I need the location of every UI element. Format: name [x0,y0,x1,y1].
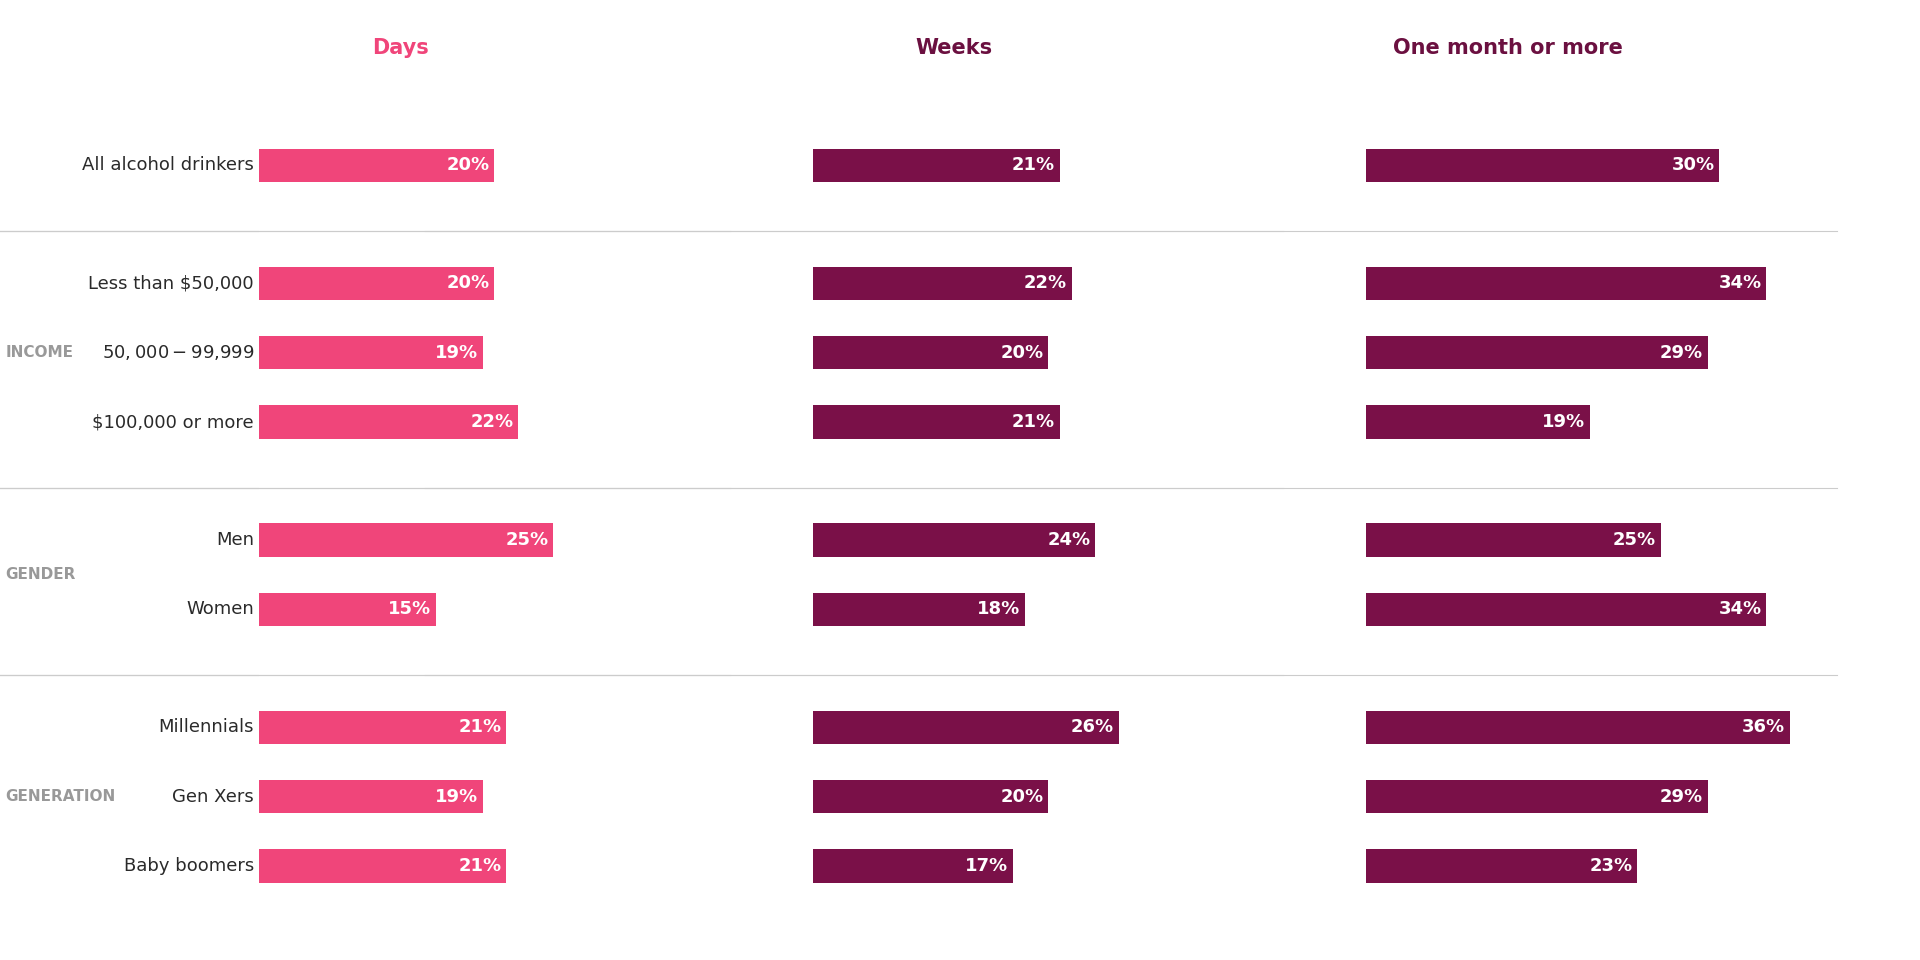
Text: 36%: 36% [1741,718,1786,736]
Text: $100,000 or more: $100,000 or more [92,413,253,431]
Bar [1367,592,1766,626]
Text: 20%: 20% [447,275,490,293]
Bar [1367,523,1661,557]
Text: 25%: 25% [1613,531,1655,549]
Text: Baby boomers: Baby boomers [123,857,253,876]
Text: 25%: 25% [505,531,549,549]
Text: 22%: 22% [1023,275,1068,293]
Bar [812,592,1025,626]
Bar [812,850,1012,883]
Text: Gen Xers: Gen Xers [173,788,253,805]
Bar [1367,850,1638,883]
Bar [812,149,1060,182]
Bar [259,149,495,182]
Text: Men: Men [217,531,253,549]
Bar [1367,149,1718,182]
Bar [1367,336,1707,370]
Text: 34%: 34% [1718,600,1763,618]
Text: Women: Women [186,600,253,618]
Text: 21%: 21% [1012,413,1056,431]
Bar [259,267,495,300]
Text: 34%: 34% [1718,275,1763,293]
Text: One month or more: One month or more [1392,38,1622,58]
Text: Less than $50,000: Less than $50,000 [88,275,253,293]
Text: 19%: 19% [436,344,478,362]
Bar [259,523,553,557]
Bar [259,405,518,439]
Text: 20%: 20% [1000,788,1043,805]
Text: 19%: 19% [436,788,478,805]
Bar [1367,267,1766,300]
Text: All alcohol drinkers: All alcohol drinkers [83,156,253,175]
Bar [812,780,1048,813]
Text: 21%: 21% [459,718,501,736]
Text: Millennials: Millennials [159,718,253,736]
Text: 17%: 17% [966,857,1008,876]
Text: GENERATION: GENERATION [6,789,115,804]
Text: GENDER: GENDER [6,567,75,582]
Text: 30%: 30% [1672,156,1715,175]
Text: 19%: 19% [1542,413,1586,431]
Text: Days: Days [372,38,428,58]
Bar [1367,710,1789,744]
Text: 21%: 21% [459,857,501,876]
Bar [259,850,507,883]
Text: 15%: 15% [388,600,430,618]
Text: $50,000-$99,999: $50,000-$99,999 [102,343,253,362]
Text: 22%: 22% [470,413,513,431]
Text: 23%: 23% [1590,857,1632,876]
Text: 20%: 20% [447,156,490,175]
Bar [259,710,507,744]
Text: INCOME: INCOME [6,346,73,360]
Text: Weeks: Weeks [916,38,993,58]
Text: 26%: 26% [1071,718,1114,736]
Bar [812,336,1048,370]
Bar [259,780,482,813]
Bar [1367,780,1707,813]
Text: 20%: 20% [1000,344,1043,362]
Text: 29%: 29% [1659,788,1703,805]
Bar [259,592,436,626]
Bar [812,710,1119,744]
Text: 29%: 29% [1659,344,1703,362]
Bar [1367,405,1590,439]
Bar [259,336,482,370]
Text: 18%: 18% [977,600,1020,618]
Bar [812,267,1071,300]
Bar [812,523,1094,557]
Text: 21%: 21% [1012,156,1056,175]
Text: 24%: 24% [1046,531,1091,549]
Bar [812,405,1060,439]
